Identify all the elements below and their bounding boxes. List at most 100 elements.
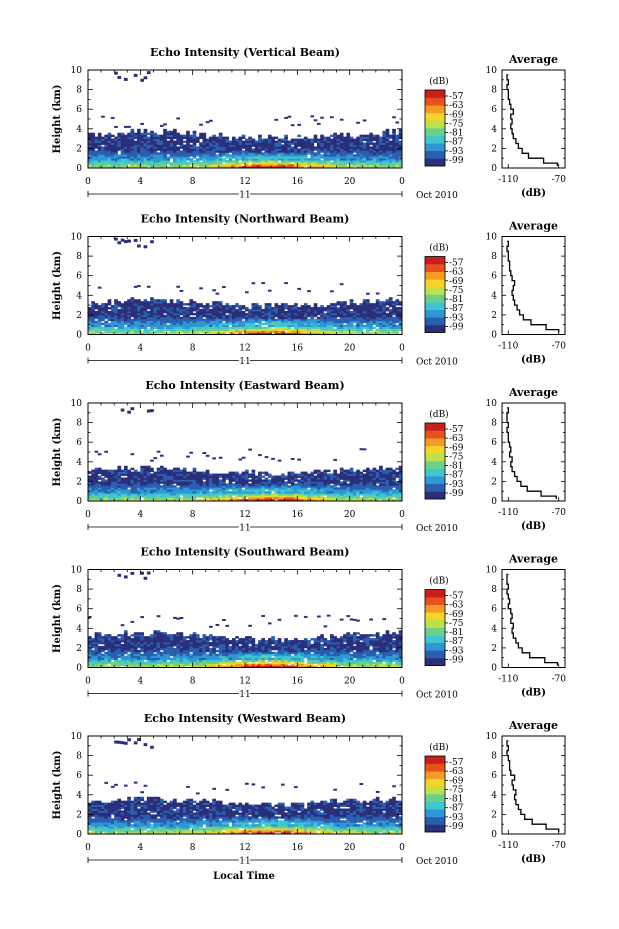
heatmap-cell	[316, 320, 321, 324]
heatmap-cell	[271, 481, 275, 484]
heatmap-cell	[267, 314, 272, 318]
heatmap-cell	[248, 158, 252, 161]
heatmap-cell	[277, 320, 282, 324]
heatmap-cell	[349, 301, 354, 304]
heatmap-cell	[352, 307, 357, 310]
heatmap-cell	[339, 324, 344, 328]
heatmap-cell	[231, 332, 236, 335]
heatmap-cell	[316, 164, 321, 167]
heatmap-cell	[150, 160, 154, 163]
heatmap-cell	[127, 125, 131, 128]
heatmap-cell	[101, 326, 105, 330]
heatmap-cell	[159, 491, 164, 494]
heatmap-cell	[173, 320, 177, 324]
heatmap-cell	[375, 491, 380, 494]
heatmap-cell	[212, 158, 216, 161]
heatmap-cell	[169, 162, 174, 165]
heatmap-cell	[169, 469, 174, 472]
heatmap-cell	[163, 493, 167, 496]
heatmap-cell	[159, 320, 164, 324]
heatmap-cell	[238, 479, 243, 482]
heatmap-cell	[104, 162, 109, 165]
heatmap-cell	[88, 324, 92, 328]
heatmap-cell	[271, 316, 275, 320]
heatmap-cell	[261, 499, 266, 502]
heatmap-cell	[91, 495, 95, 498]
heatmap-cell	[231, 305, 236, 308]
heatmap-cell	[297, 287, 301, 290]
heatmap-cell	[280, 314, 285, 318]
heatmap-cell	[169, 481, 174, 484]
heatmap-cell	[323, 136, 328, 139]
heatmap-cell	[343, 332, 347, 335]
heatmap-cell	[398, 322, 403, 326]
heatmap-cell	[150, 477, 154, 480]
heatmap-cell	[362, 316, 367, 320]
heatmap-cell	[222, 142, 226, 145]
heatmap-cell	[117, 320, 122, 324]
heatmap-cell	[323, 332, 328, 335]
heatmap-cell	[362, 448, 367, 451]
heatmap-cell	[173, 162, 177, 165]
heatmap-cell	[251, 144, 256, 147]
heatmap-cell	[277, 154, 282, 157]
heatmap-cell	[392, 499, 396, 502]
heatmap-cell	[143, 499, 148, 502]
heatmap-cell	[215, 301, 220, 304]
heatmap-cell	[114, 320, 118, 324]
heatmap-cell	[254, 495, 259, 498]
heatmap-cell	[366, 156, 370, 159]
heatmap-cell	[241, 471, 246, 474]
heatmap-cell	[205, 320, 210, 324]
heatmap-cell	[310, 495, 315, 498]
heatmap-cell	[137, 477, 141, 480]
heatmap-cell	[388, 473, 393, 476]
heatmap-cell	[346, 156, 351, 159]
heatmap-cell	[222, 318, 226, 322]
heatmap-cell	[303, 303, 308, 306]
heatmap-cell	[110, 310, 115, 314]
heatmap-cell	[228, 142, 233, 145]
heatmap-cell	[271, 310, 275, 314]
heatmap-cell	[280, 495, 285, 498]
heatmap-cell	[303, 152, 308, 155]
heatmap-cell	[114, 152, 118, 155]
heatmap-cell	[388, 140, 393, 143]
heatmap-cell	[307, 309, 311, 312]
heatmap-cell	[323, 162, 328, 165]
heatmap-cell	[372, 473, 377, 476]
heatmap-cell	[388, 142, 393, 145]
heatmap-cell	[294, 140, 298, 143]
heatmap-cell	[356, 160, 360, 163]
heatmap-cell	[398, 309, 403, 312]
heatmap-cell	[163, 305, 167, 308]
heatmap-cell	[294, 479, 298, 482]
heatmap-cell	[352, 310, 357, 314]
heatmap-cell	[385, 128, 390, 132]
heatmap-cell	[235, 324, 239, 328]
heatmap-cell	[231, 310, 236, 314]
heatmap-cell	[231, 307, 236, 310]
heatmap-cell	[245, 148, 249, 151]
heatmap-cell	[339, 328, 344, 331]
heatmap-cell	[336, 158, 341, 161]
heatmap-cell	[209, 142, 213, 145]
heatmap-cell	[379, 138, 383, 141]
heatmap-cell	[146, 148, 151, 151]
heatmap-cell	[323, 477, 328, 480]
heatmap-cell	[388, 491, 393, 494]
heatmap-cell	[212, 164, 216, 167]
heatmap-cell	[254, 481, 259, 484]
heatmap-cell	[140, 473, 144, 476]
heatmap-cell	[228, 495, 233, 498]
heatmap-cell	[287, 326, 292, 330]
heatmap-cell	[159, 301, 164, 304]
heatmap-cell	[352, 489, 357, 492]
heatmap-cell	[271, 309, 275, 312]
heatmap-cell	[235, 499, 239, 502]
heatmap-cell	[169, 316, 174, 320]
heatmap-cell	[382, 322, 387, 326]
heatmap-cell	[395, 497, 400, 500]
heatmap-cell	[238, 158, 243, 161]
heatmap-cell	[245, 158, 249, 161]
